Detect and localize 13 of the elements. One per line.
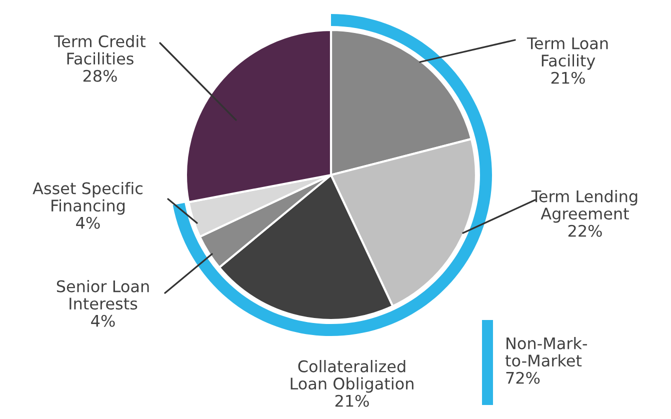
data-label: 4%	[76, 216, 100, 229]
slice-label: Collateralized Loan Obligation	[290, 360, 414, 393]
data-label: 21%	[551, 72, 585, 84]
data-label: 4%	[91, 314, 115, 327]
slice-label: Senior Loan Interests	[56, 280, 149, 310]
slice-label: Asset Specific Financing	[32, 182, 142, 215]
slice-label: Term Loan Facility	[526, 37, 608, 70]
data-label: 28%	[83, 70, 117, 82]
data-label: 21%	[335, 394, 369, 407]
slice-label: Term Credit Facilities	[54, 34, 146, 65]
text: Non-Mark-to-Market 72%	[505, 336, 587, 384]
slice-label: Term Lending Agreement	[531, 190, 638, 223]
data-label: 22%	[568, 224, 602, 237]
